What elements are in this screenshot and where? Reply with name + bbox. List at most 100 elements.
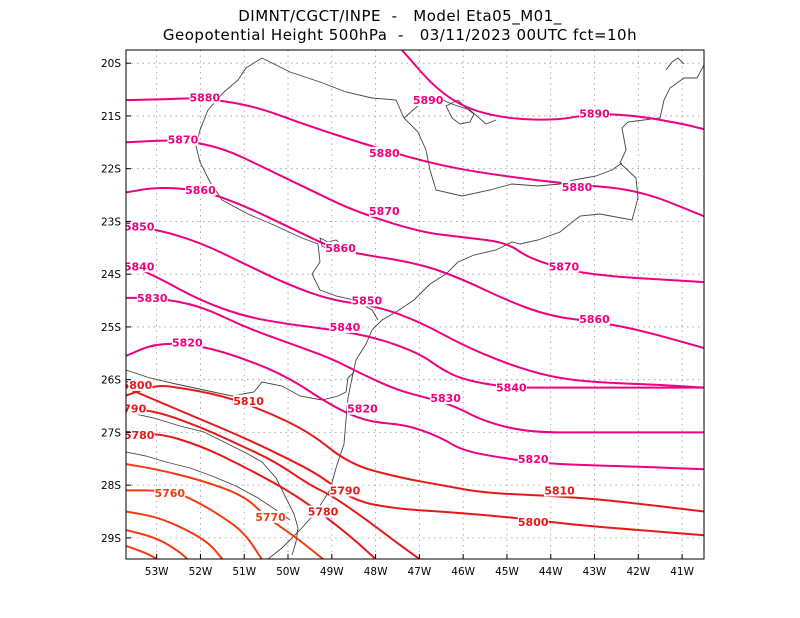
contour-label-bg <box>517 516 549 529</box>
contour-label-5870: 5870 <box>168 134 199 147</box>
state-border-4 <box>126 411 299 556</box>
contour-label-5840: 5840 <box>496 382 527 395</box>
contour-label-5860: 5860 <box>579 313 610 326</box>
lon-tick-label: 50W <box>276 566 300 578</box>
contour-label-5810: 5810 <box>544 484 575 497</box>
lon-tick-label: 42W <box>626 566 650 578</box>
contour-label-5840: 5840 <box>330 321 361 334</box>
contour-label-5870: 5870 <box>549 260 580 273</box>
contour-label-5790: 790 <box>123 403 146 416</box>
contour-label-bg <box>495 381 527 394</box>
contour-5880 <box>126 97 704 218</box>
contour-label-bg <box>185 183 216 196</box>
contour-label-bg <box>126 378 153 391</box>
lagoon-3 <box>665 57 685 71</box>
lat-tick-label: 20S <box>101 58 121 70</box>
contour-5770 <box>126 463 324 559</box>
contour-label-bg <box>544 484 575 497</box>
lon-tick-label: 45W <box>495 566 519 578</box>
contour-label-bg <box>325 241 356 254</box>
longitude-axis: 53W 52W 51W 50W 49W 48W 47W 46W 45W 44W 43W 42W 41W <box>145 554 695 578</box>
chart-title-line2: Geopotential Height 500hPa - 03/11/2023 … <box>162 26 638 44</box>
contour-label-bg <box>126 220 155 233</box>
contour-label-5840: 5840 <box>124 260 155 273</box>
chart-title-line1: DIMNT/CGCT/INPE - Model Eta05_M01_ <box>238 7 562 25</box>
state-border-5 <box>126 451 291 521</box>
lagoon-2 <box>445 99 475 125</box>
lon-tick-label: 48W <box>364 566 388 578</box>
contour-label-bg <box>167 133 199 146</box>
latitude-axis: 20S 21S 22S 23S 24S 25S 26S 27S 28S 29S <box>101 58 131 545</box>
contour-5860 <box>126 187 704 349</box>
contour-5840 <box>126 262 704 389</box>
contour-label-5780: 5780 <box>308 506 339 519</box>
contour-label-5880: 5880 <box>190 91 221 104</box>
plot-frame <box>125 49 705 560</box>
contour-label-bg <box>368 204 400 217</box>
contour-5890 <box>401 50 704 131</box>
contour-label-bg <box>561 181 593 194</box>
contour-label-5830: 5830 <box>137 292 168 305</box>
lat-tick-label: 23S <box>101 216 121 228</box>
contour-label-bg <box>126 260 155 273</box>
contour-label-bg <box>171 336 203 349</box>
lon-tick-label: 47W <box>408 566 432 578</box>
contour-label-5780: 5780 <box>124 429 155 442</box>
contour-label-5890: 5890 <box>413 94 444 107</box>
lat-tick-label: 27S <box>101 427 121 439</box>
contour-5800 <box>126 386 704 537</box>
coastline <box>267 64 704 559</box>
lon-tick-label: 44W <box>539 566 563 578</box>
lon-tick-label: 53W <box>145 566 169 578</box>
contour-label-5870: 5870 <box>369 205 400 218</box>
contour-label-5770: 5770 <box>255 511 286 524</box>
contour-label-bg <box>517 452 549 465</box>
lat-tick-label: 24S <box>101 269 121 281</box>
contour-label-5860: 5860 <box>185 184 216 197</box>
contour-label-5810: 5810 <box>233 395 264 408</box>
contour-label-5800: 5800 <box>122 379 153 392</box>
state-border-1 <box>261 57 623 197</box>
contour-5850 <box>126 225 704 389</box>
contour-label-bg <box>347 402 378 415</box>
lon-tick-label: 43W <box>583 566 607 578</box>
contour-label-bg <box>579 313 610 326</box>
contour-5750 <box>126 510 224 559</box>
lon-tick-label: 51W <box>232 566 256 578</box>
contour-label-5880: 5880 <box>369 147 400 160</box>
contour-label-5880: 5880 <box>562 181 593 194</box>
contour-label-bg <box>412 94 444 107</box>
contour-5790 <box>126 407 420 559</box>
contour-label-bg <box>136 291 168 304</box>
contour-label-bg <box>126 429 155 442</box>
state-border-3 <box>126 369 355 401</box>
contour-5830 <box>126 296 704 434</box>
lat-tick-label: 29S <box>101 533 121 545</box>
contour-lines <box>126 50 704 559</box>
contour-label-bg <box>189 91 221 104</box>
contour-label-bg <box>579 107 610 120</box>
lat-tick-label: 26S <box>101 375 121 387</box>
contour-label-5760: 5760 <box>154 487 185 500</box>
contour-5810 <box>126 385 704 513</box>
contour-label-bg <box>430 392 462 405</box>
contour-label-bg <box>368 146 400 159</box>
contour-label-5890: 5890 <box>579 107 610 120</box>
contour-5740 <box>126 529 188 559</box>
contour-label-bg <box>255 510 286 523</box>
lat-tick-label: 28S <box>101 480 121 492</box>
lat-tick-label: 21S <box>101 111 121 123</box>
contour-label-bg <box>548 260 580 273</box>
contour-label-5800: 5800 <box>518 516 549 529</box>
contour-label-5820: 5820 <box>518 453 549 466</box>
contour-label-bg <box>233 394 265 407</box>
contour-label-5860: 5860 <box>325 242 356 255</box>
contour-5870 <box>126 139 704 284</box>
state-border-2 <box>195 57 379 321</box>
lat-tick-label: 22S <box>101 164 121 176</box>
contour-5760 <box>126 489 263 559</box>
lon-tick-label: 49W <box>320 566 344 578</box>
lat-tick-label: 25S <box>101 322 121 334</box>
contour-5820 <box>126 342 704 471</box>
